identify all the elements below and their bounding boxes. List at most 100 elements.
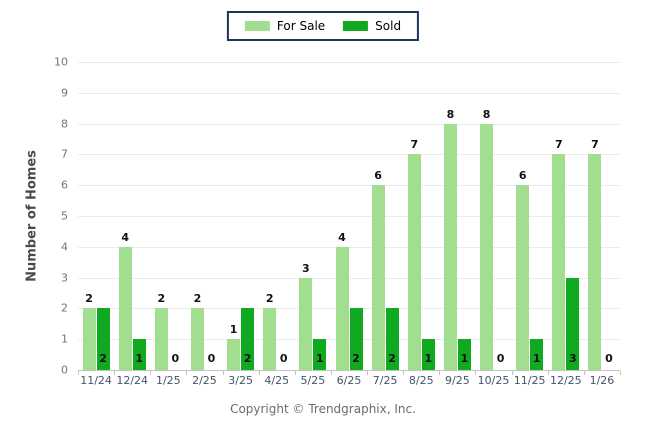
sold-value-label: 1 [532, 352, 541, 365]
x-tick-label: 11/25 [513, 374, 546, 387]
sold-bar [421, 339, 435, 370]
for-sale-value-label: 7 [591, 138, 599, 152]
sold-bar [349, 308, 363, 370]
sold-bar [566, 277, 580, 370]
y-tick-label: 5 [61, 209, 68, 223]
y-tick-label: 9 [61, 86, 68, 100]
sold-value-label: 1 [135, 352, 144, 365]
gridline [78, 277, 620, 279]
for-sale-value-label: 1 [229, 323, 238, 337]
x-axis-tick [114, 371, 115, 375]
for-sale-value-label: 2 [193, 292, 202, 306]
legend-label-sold: Sold [375, 19, 402, 33]
y-tick-label: 8 [61, 117, 68, 131]
x-tick-label: 11/24 [80, 374, 112, 387]
y-tick-label: 2 [61, 301, 68, 315]
sold-value-label: 1 [316, 352, 324, 365]
y-tick-label: 3 [61, 271, 68, 285]
legend: For Sale Sold [226, 11, 420, 41]
x-axis-tick [403, 371, 404, 375]
x-tick-label: 5/25 [300, 374, 326, 387]
gridline [78, 216, 620, 217]
legend-label-for-sale: For Sale [276, 19, 326, 33]
plot-area: 2 2 4 1 2 0 2 0 1 2 2 0 3 1 4 2 6 2 7 1 8 1 8 0 6 1 7 3 7 0 [78, 62, 621, 375]
x-tick-label: 8/25 [408, 374, 434, 387]
gridline [78, 154, 620, 156]
sold-bar [530, 339, 544, 370]
for-sale-value-label: 6 [374, 169, 382, 183]
sold-value-label: 2 [99, 352, 107, 365]
sold-value-label: 0 [496, 352, 505, 365]
x-tick-label: 1/26 [589, 374, 615, 387]
for-sale-value-label: 6 [518, 169, 527, 183]
x-axis-tick [223, 371, 224, 375]
x-axis-tick [439, 371, 440, 375]
x-tick-label: 10/25 [477, 374, 510, 387]
gridline [78, 62, 620, 63]
for-sale-value-label: 7 [410, 138, 419, 152]
sold-bar [313, 339, 327, 370]
x-axis-tick [331, 371, 332, 375]
for-sale-value-label: 8 [482, 107, 491, 121]
for-sale-bar [299, 277, 313, 370]
sold-value-label: 2 [243, 352, 252, 365]
sold-value-label: 2 [352, 352, 360, 365]
y-tick-label: 6 [61, 178, 68, 192]
gridline [78, 92, 620, 94]
x-axis-tick [367, 371, 368, 375]
x-axis-tick [475, 371, 476, 375]
x-tick-label: 1/25 [155, 374, 181, 387]
for-sale-value-label: 4 [121, 230, 130, 244]
sold-value-label: 3 [568, 352, 577, 365]
for-sale-bar [443, 123, 457, 370]
y-tick-label: 4 [61, 240, 68, 254]
x-tick-label: 3/25 [228, 374, 253, 387]
sold-swatch [343, 21, 369, 31]
for-sale-bar [371, 185, 385, 370]
for-sale-value-label: 2 [157, 292, 166, 306]
for-sale-swatch [244, 21, 270, 31]
y-tick-label: 1 [61, 332, 68, 346]
sold-value-label: 0 [605, 352, 613, 365]
for-sale-value-label: 7 [554, 138, 563, 152]
for-sale-bar [480, 123, 494, 370]
copyright-text: Copyright © Trendgraphix, Inc. [230, 402, 416, 416]
for-sale-value-label: 3 [302, 261, 310, 275]
sold-value-label: 0 [171, 352, 180, 365]
sold-value-label: 1 [460, 352, 469, 365]
for-sale-bar [588, 154, 602, 370]
legend-item-sold: Sold [343, 19, 401, 33]
sold-bar [96, 308, 110, 370]
for-sale-bar [82, 308, 96, 370]
sold-value-label: 0 [279, 352, 288, 365]
for-sale-bar [118, 246, 132, 370]
y-tick-label: 0 [61, 363, 68, 377]
sold-value-label: 0 [207, 352, 216, 365]
for-sale-bar [516, 185, 530, 370]
x-axis-tick [512, 371, 513, 375]
x-axis-tick [584, 371, 585, 375]
x-axis-tick [186, 371, 187, 375]
for-sale-value-label: 4 [338, 230, 346, 244]
x-tick-label: 6/25 [336, 374, 362, 387]
x-axis-tick [295, 371, 296, 375]
x-axis-tick [78, 371, 79, 375]
x-tick-label: 9/25 [445, 374, 470, 387]
for-sale-value-label: 2 [265, 292, 274, 306]
sold-bar [241, 308, 255, 370]
y-tick-label: 7 [61, 147, 68, 161]
x-tick-label: 12/24 [116, 374, 149, 387]
sold-value-label: 1 [424, 352, 433, 365]
for-sale-bar [552, 154, 566, 370]
for-sale-value-label: 8 [446, 107, 455, 121]
for-sale-bar [407, 154, 421, 370]
gridline [78, 185, 620, 187]
for-sale-bar [190, 308, 204, 370]
x-axis-tick [548, 371, 549, 375]
x-axis-tick [620, 371, 621, 375]
sold-bar [132, 339, 146, 370]
x-axis-tick [150, 371, 151, 375]
x-axis-tick [259, 371, 260, 375]
for-sale-bar [263, 308, 277, 370]
